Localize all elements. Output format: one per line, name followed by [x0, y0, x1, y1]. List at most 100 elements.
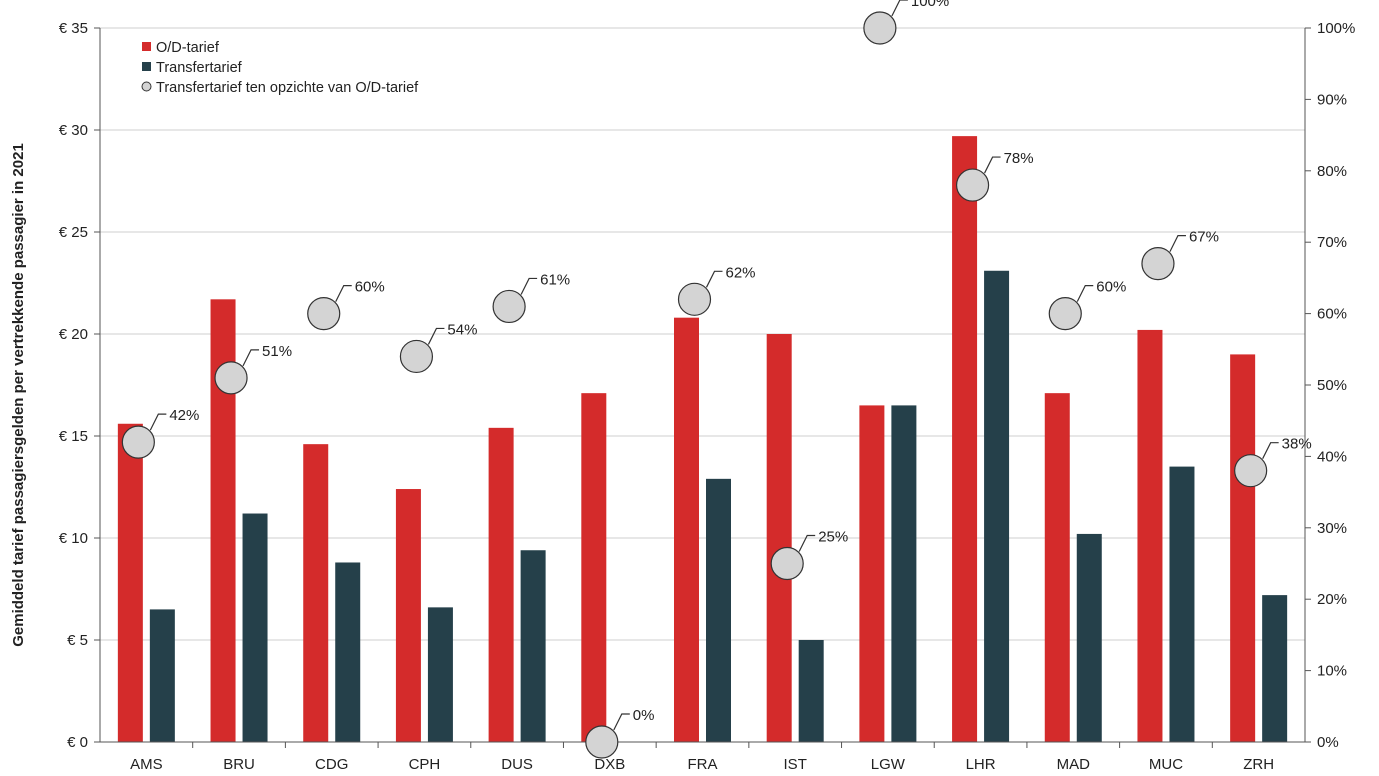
- axes: € 0 € 5 € 10 € 15 € 20 € 25 € 30 € 35 0% 10% 20% 30…: [10, 20, 1355, 773]
- ratio-label: 60%: [1096, 279, 1126, 296]
- bar-transfertarief: [1262, 595, 1288, 742]
- bar-od-tarief: [952, 136, 978, 742]
- ratio-marker: [399, 339, 434, 374]
- legend-label: Transfertarief: [156, 60, 243, 76]
- ratio-label: 100%: [911, 0, 949, 10]
- bar-transfertarief: [335, 562, 361, 742]
- bars: [117, 136, 1288, 742]
- bar-od-tarief: [117, 423, 143, 742]
- gridlines: [100, 27, 1305, 641]
- y2-tick-label: 20%: [1317, 591, 1347, 608]
- bar-od-tarief: [581, 393, 607, 742]
- legend-swatch: [142, 42, 151, 51]
- legend: O/D-tarief Transfertarief Transfertarief t…: [141, 40, 419, 96]
- legend-item-ratio: Transfertarief ten opzichte van O/D-tari…: [141, 80, 419, 96]
- x-tick-label: IST: [784, 756, 807, 771]
- y2-tick-label: 30%: [1317, 520, 1347, 537]
- ratio-marker: [585, 725, 619, 759]
- ratio-marker: [214, 361, 248, 395]
- ratio-leader-line: [149, 413, 167, 431]
- ratio-label: 60%: [355, 279, 385, 296]
- bar-od-tarief: [303, 444, 329, 742]
- bar-transfertarief: [520, 550, 546, 742]
- y-tick-label: € 20: [59, 326, 88, 343]
- bar-od-tarief: [674, 317, 699, 742]
- ratio-label: 51%: [262, 343, 292, 360]
- ratio-label: 62%: [726, 264, 756, 281]
- ratio-leader-line: [1262, 442, 1279, 459]
- bar-transfertarief: [149, 609, 175, 742]
- ratio-leader-line: [984, 156, 1001, 174]
- ratio-label: 61%: [540, 271, 570, 288]
- bar-transfertarief: [242, 513, 268, 742]
- bar-od-tarief: [1044, 393, 1070, 742]
- ratio-leader-line: [427, 327, 445, 345]
- ratio-leader-line: [798, 534, 816, 552]
- y-tick-label: € 5: [67, 632, 88, 649]
- ratio-label: 54%: [447, 321, 477, 338]
- legend-label: Transfertarief ten opzichte van O/D-tari…: [156, 80, 419, 96]
- y2-tick-label: 40%: [1317, 448, 1347, 465]
- bar-od-tarief: [1230, 354, 1256, 742]
- x-tick-label: BRU: [223, 756, 255, 771]
- bar-transfertarief: [1169, 466, 1195, 742]
- y2-tick-label: 60%: [1317, 306, 1347, 323]
- y2-tick-label: 10%: [1317, 663, 1347, 680]
- bar-od-tarief: [395, 489, 421, 742]
- ratio-leader-line: [891, 0, 908, 17]
- legend-swatch: [141, 81, 152, 92]
- ratio-marker: [1234, 454, 1268, 488]
- bar-transfertarief: [891, 405, 917, 742]
- ratio-leader-line: [613, 713, 630, 731]
- y-tick-label: € 10: [59, 530, 88, 547]
- x-tick-label: CDG: [315, 756, 348, 771]
- bar-transfertarief: [706, 478, 731, 742]
- y-tick-label: € 0: [67, 734, 88, 751]
- y2-tick-label: 0%: [1317, 734, 1339, 751]
- ratio-marker: [863, 11, 897, 45]
- ratio-label: 38%: [1282, 436, 1312, 453]
- x-tick-label: ZRH: [1243, 756, 1274, 771]
- x-tick-label: AMS: [130, 756, 163, 771]
- ratio-marker: [770, 546, 804, 581]
- ratio-label: 25%: [818, 529, 848, 546]
- ratio-leader-line: [705, 270, 723, 288]
- bar-od-tarief: [488, 427, 514, 742]
- ratio-label: 42%: [169, 407, 199, 424]
- y-tick-label: € 30: [59, 122, 88, 139]
- ratio-marker: [1141, 247, 1175, 281]
- bar-transfertarief: [984, 270, 1010, 742]
- ratio-leader-line: [1169, 235, 1186, 252]
- y2-tick-label: 70%: [1317, 234, 1347, 251]
- y-tick-label: € 35: [59, 20, 88, 37]
- y-tick-label: € 25: [59, 224, 88, 241]
- ratio-label: 78%: [1004, 150, 1034, 167]
- y2-tick-label: 50%: [1317, 377, 1347, 394]
- bar-od-tarief: [859, 405, 885, 742]
- ratio-marker: [492, 289, 526, 324]
- ratio-marker: [307, 297, 341, 331]
- x-tick-label: DUS: [501, 756, 533, 771]
- ratio-leader-line: [520, 277, 538, 295]
- ratio-leader-line: [335, 285, 352, 302]
- y-tick-label: € 15: [59, 428, 88, 445]
- bar-transfertarief: [427, 607, 453, 742]
- ratio-markers: 42% 51% 60% 54% 61% 0% 62% 25% 100% 78% 60% 67% 38%: [121, 0, 1312, 759]
- ratio-marker: [121, 425, 155, 459]
- legend-item-od-tarief: O/D-tarief: [142, 40, 220, 56]
- x-tick-label: MAD: [1057, 756, 1091, 771]
- bar-transfertarief: [798, 640, 824, 742]
- bar-od-tarief: [1137, 329, 1163, 742]
- x-tick-label: FRA: [688, 756, 718, 771]
- bar-od-tarief: [766, 334, 792, 742]
- ratio-label: 0%: [633, 707, 655, 724]
- ratio-label: 67%: [1189, 229, 1219, 246]
- x-tick-label: LGW: [871, 756, 906, 771]
- y2-tick-label: 100%: [1317, 20, 1355, 37]
- legend-item-transfertarief: Transfertarief: [142, 60, 243, 76]
- bar-transfertarief: [1076, 533, 1102, 742]
- ratio-marker: [1048, 297, 1082, 331]
- ratio-marker: [955, 168, 990, 202]
